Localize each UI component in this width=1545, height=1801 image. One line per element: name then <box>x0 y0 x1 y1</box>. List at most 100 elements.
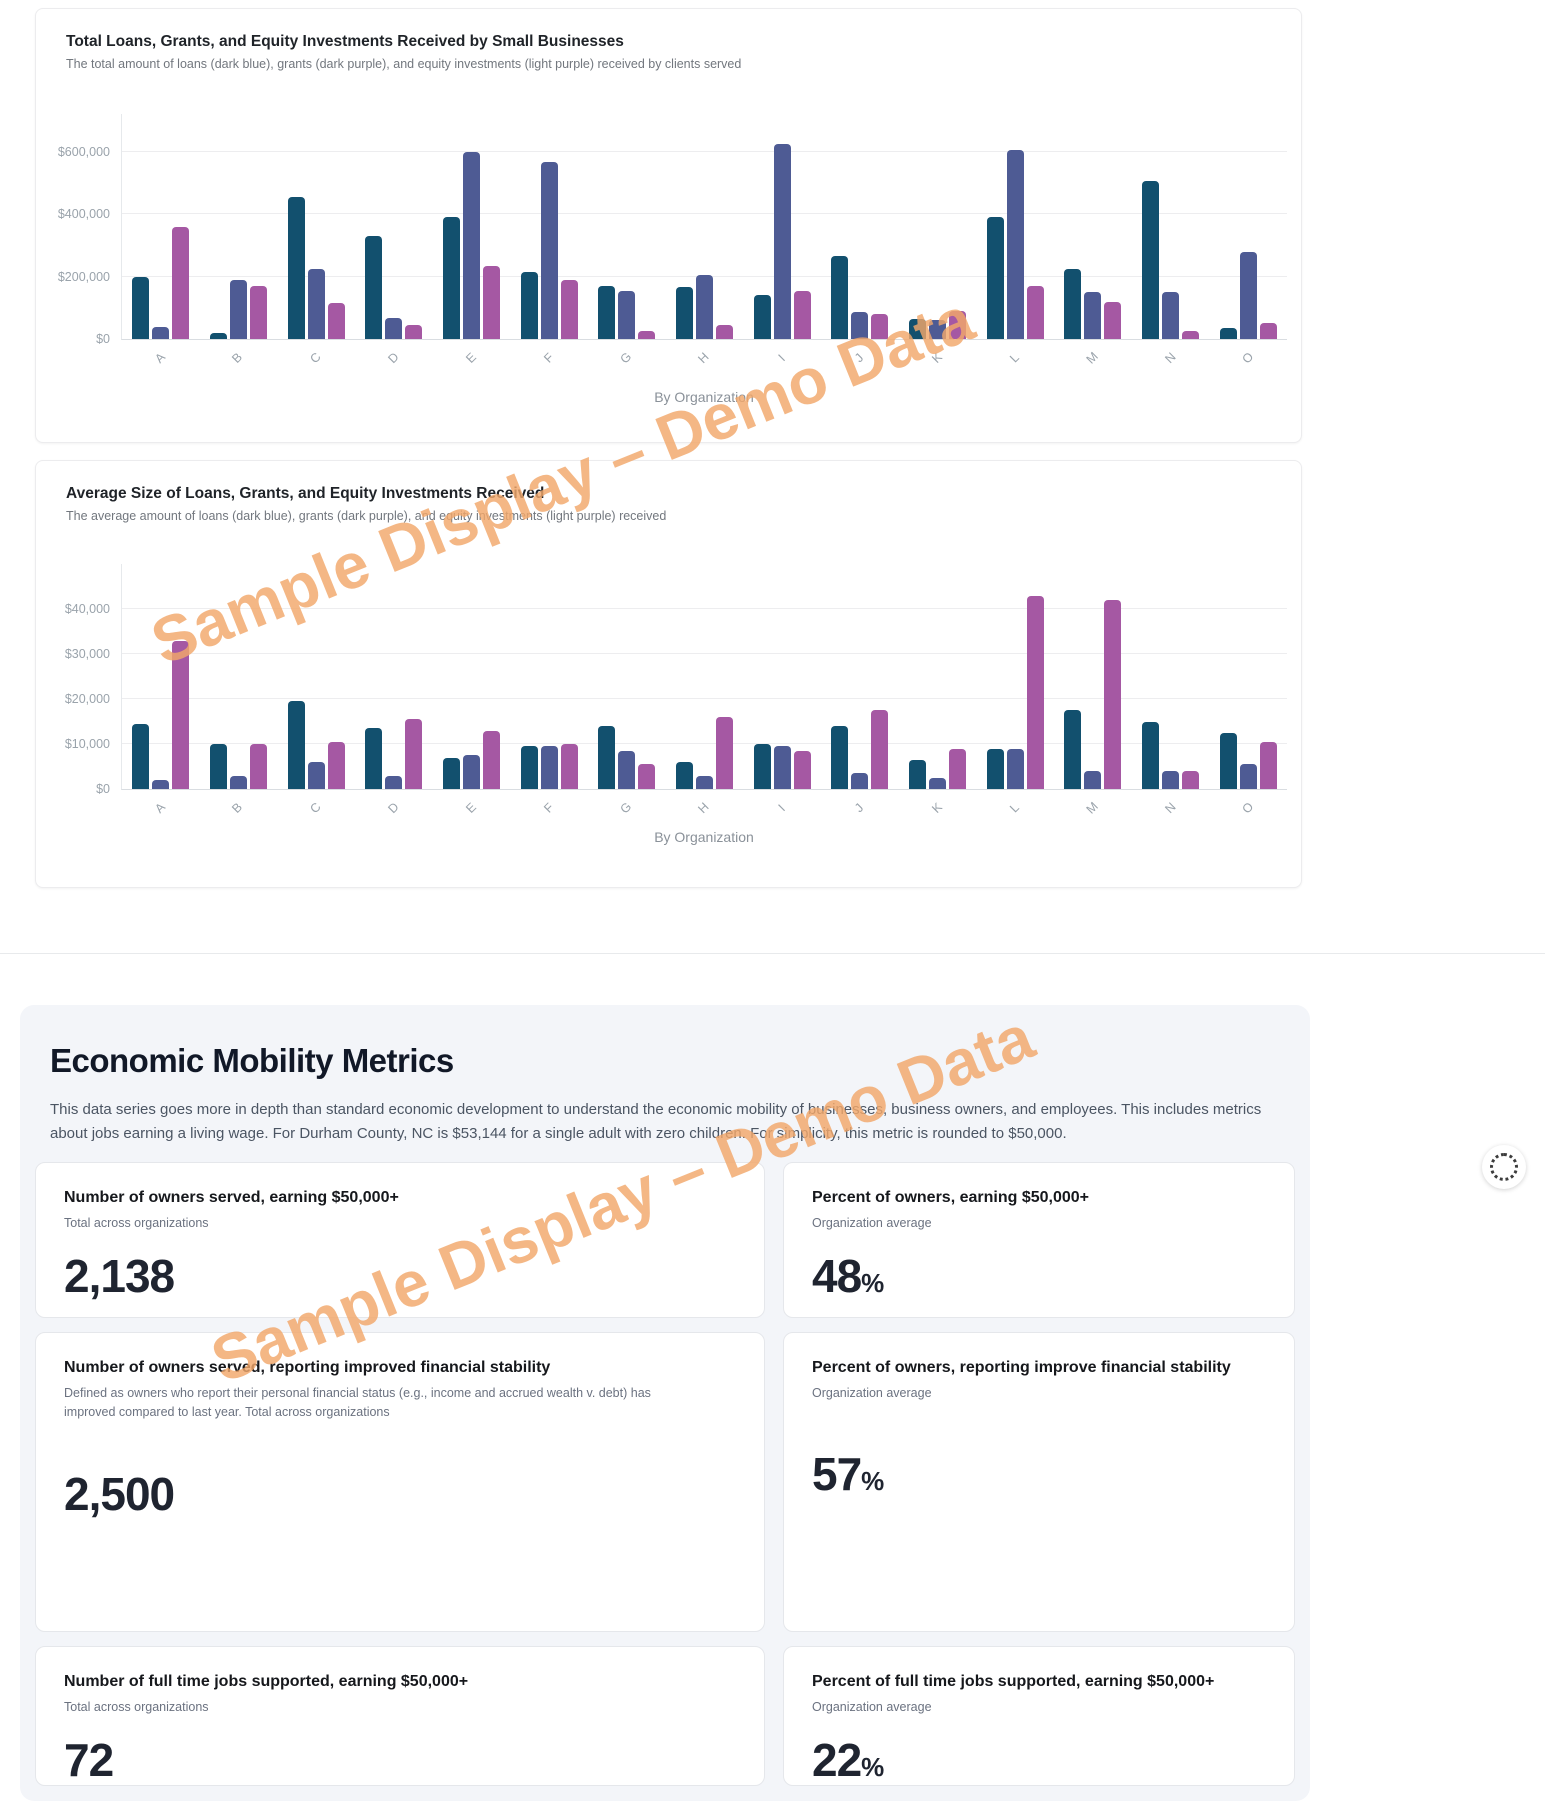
bar-loans-E[interactable] <box>443 217 461 339</box>
bar-grants-L[interactable] <box>1006 149 1024 339</box>
bar-equity-investments-L[interactable] <box>1026 595 1044 789</box>
bar-grants-D[interactable] <box>385 775 403 789</box>
bar-equity-investments-C[interactable] <box>327 741 345 789</box>
bar-equity-investments-F[interactable] <box>560 279 578 339</box>
bar-grants-B[interactable] <box>230 279 247 339</box>
metric-card-subtitle: Organization average <box>812 1216 932 1230</box>
bar-loans-L[interactable] <box>986 748 1004 789</box>
metric-card-title: Number of owners served, reporting impro… <box>64 1359 551 1376</box>
bar-equity-investments-F[interactable] <box>560 744 578 789</box>
bar-equity-investments-I[interactable] <box>793 750 811 789</box>
bar-group-L <box>976 564 1054 789</box>
bar-grants-G[interactable] <box>618 290 636 339</box>
bar-loans-K[interactable] <box>909 318 927 339</box>
bar-equity-investments-E[interactable] <box>483 265 501 339</box>
bar-equity-investments-I[interactable] <box>793 290 811 339</box>
bar-grants-K[interactable] <box>929 777 947 789</box>
bar-loans-L[interactable] <box>986 217 1004 339</box>
bar-group-J <box>821 564 899 789</box>
bar-equity-investments-H[interactable] <box>716 324 734 339</box>
chart-title: Average Size of Loans, Grants, and Equit… <box>66 485 545 502</box>
bar-equity-investments-E[interactable] <box>483 730 501 789</box>
bar-equity-investments-G[interactable] <box>638 331 656 339</box>
bar-loans-N[interactable] <box>1142 721 1160 789</box>
bar-grants-F[interactable] <box>540 162 558 339</box>
bar-loans-O[interactable] <box>1219 328 1237 339</box>
bar-grants-N[interactable] <box>1162 292 1180 339</box>
bar-loans-J[interactable] <box>831 256 849 339</box>
bar-grants-I[interactable] <box>773 143 791 339</box>
bar-grants-H[interactable] <box>696 775 714 789</box>
bar-equity-investments-G[interactable] <box>638 764 656 789</box>
bar-equity-investments-J[interactable] <box>871 710 889 789</box>
bar-equity-investments-M[interactable] <box>1104 600 1122 789</box>
bar-equity-investments-N[interactable] <box>1182 331 1200 339</box>
bar-loans-C[interactable] <box>287 196 305 339</box>
bar-equity-investments-A[interactable] <box>172 640 190 789</box>
bar-loans-I[interactable] <box>753 744 771 789</box>
bar-grants-I[interactable] <box>773 746 791 789</box>
bar-grants-O[interactable] <box>1239 764 1257 789</box>
bar-loans-D[interactable] <box>365 728 383 789</box>
bar-equity-investments-L[interactable] <box>1026 285 1044 339</box>
bar-loans-O[interactable] <box>1219 732 1237 789</box>
bar-equity-investments-O[interactable] <box>1259 323 1277 339</box>
bar-loans-B[interactable] <box>210 744 227 789</box>
bar-loans-I[interactable] <box>753 295 771 339</box>
bar-loans-A[interactable] <box>132 723 150 789</box>
metric-card-value: 72 <box>64 1734 114 1787</box>
bar-grants-K[interactable] <box>929 320 947 339</box>
bar-loans-F[interactable] <box>520 746 538 789</box>
bar-loans-C[interactable] <box>287 701 305 789</box>
bar-loans-M[interactable] <box>1064 268 1082 339</box>
bar-grants-J[interactable] <box>851 773 869 789</box>
bar-grants-G[interactable] <box>618 750 636 789</box>
bar-grants-L[interactable] <box>1006 748 1024 789</box>
gridline <box>122 743 1287 744</box>
bar-loans-N[interactable] <box>1142 181 1160 339</box>
bar-grants-N[interactable] <box>1162 771 1180 789</box>
bar-loans-B[interactable] <box>210 332 227 339</box>
bar-grants-H[interactable] <box>696 274 714 339</box>
bar-loans-F[interactable] <box>520 271 538 339</box>
bar-grants-F[interactable] <box>540 746 558 789</box>
bar-grants-C[interactable] <box>307 762 325 789</box>
bar-loans-G[interactable] <box>598 726 616 789</box>
bar-loans-H[interactable] <box>676 287 694 339</box>
bar-grants-A[interactable] <box>152 326 170 339</box>
bar-loans-M[interactable] <box>1064 710 1082 789</box>
bar-grants-J[interactable] <box>851 312 869 339</box>
bar-grants-E[interactable] <box>463 151 481 339</box>
bar-loans-K[interactable] <box>909 759 927 789</box>
bar-grants-M[interactable] <box>1084 292 1102 339</box>
bar-grants-C[interactable] <box>307 268 325 339</box>
bar-grants-O[interactable] <box>1239 251 1257 339</box>
bar-grants-D[interactable] <box>385 317 403 339</box>
bar-grants-E[interactable] <box>463 755 481 789</box>
bar-grants-M[interactable] <box>1084 771 1102 789</box>
bar-equity-investments-B[interactable] <box>250 285 267 339</box>
bar-equity-investments-B[interactable] <box>250 744 267 789</box>
bar-equity-investments-N[interactable] <box>1182 771 1200 789</box>
bar-equity-investments-C[interactable] <box>327 303 345 339</box>
bar-equity-investments-D[interactable] <box>405 719 423 789</box>
bar-grants-A[interactable] <box>152 780 170 789</box>
bar-loans-D[interactable] <box>365 235 383 339</box>
bar-equity-investments-A[interactable] <box>172 226 190 339</box>
bar-loans-H[interactable] <box>676 762 694 789</box>
bar-loans-G[interactable] <box>598 285 616 339</box>
x-tick-A: A <box>121 799 199 817</box>
bar-equity-investments-K[interactable] <box>949 310 967 339</box>
bar-equity-investments-O[interactable] <box>1259 741 1277 789</box>
bar-equity-investments-K[interactable] <box>949 748 967 789</box>
bar-equity-investments-H[interactable] <box>716 717 734 789</box>
bar-equity-investments-D[interactable] <box>405 324 423 339</box>
bar-grants-B[interactable] <box>230 775 247 789</box>
bar-loans-J[interactable] <box>831 726 849 789</box>
bar-loans-E[interactable] <box>443 757 461 789</box>
x-tick-E: E <box>432 349 510 367</box>
bar-equity-investments-J[interactable] <box>871 314 889 339</box>
bar-loans-A[interactable] <box>132 276 150 339</box>
average-investments-chart-card: Average Size of Loans, Grants, and Equit… <box>35 460 1302 888</box>
bar-equity-investments-M[interactable] <box>1104 301 1122 339</box>
